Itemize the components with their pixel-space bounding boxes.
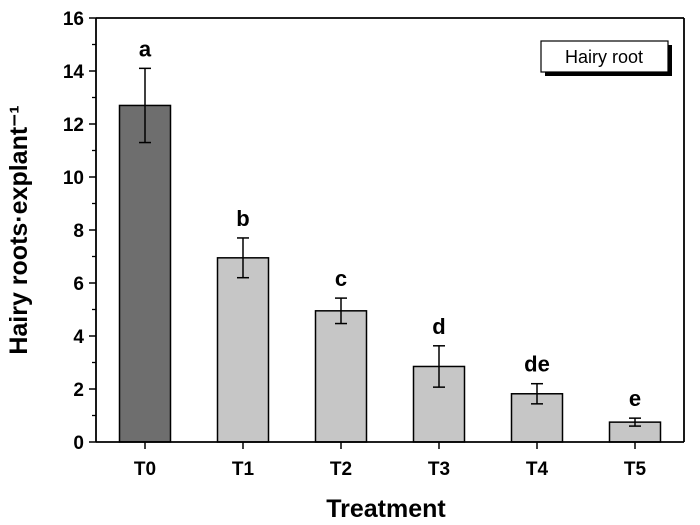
significance-label-t1: b [236,206,249,231]
y-tick-label-12: 12 [63,115,84,136]
bar-t1 [216,257,270,443]
significance-label-t3: d [432,314,445,339]
error-bar-t4 [531,382,543,405]
error-bar-t1 [237,237,249,279]
error-bar-t0 [139,67,151,144]
bar-t2 [314,310,368,443]
y-axis-label: Hairy roots·explant⁻¹ [5,105,33,354]
axes-layer [89,17,685,449]
significance-label-t4: de [524,352,550,377]
legend-label: Hairy root [565,47,643,67]
y-tick-label-0: 0 [73,433,84,454]
y-tick-label-6: 6 [73,274,84,295]
y-tick-label-4: 4 [73,327,84,348]
x-tick-label-t5: T5 [624,459,647,480]
x-tick-label-t2: T2 [330,459,352,480]
y-tick-label-16: 16 [63,9,84,30]
error-bars-layer [139,67,641,427]
significance-label-t5: e [629,386,641,411]
bar-t0 [118,104,172,443]
y-tick-label-14: 14 [63,62,85,83]
y-tick-label-2: 2 [73,380,84,401]
tick-labels-layer: T0 T1 T2 T3 T4 T5 0 2 4 6 8 10 12 14 16 [63,9,647,480]
significance-labels-layer: a b c d de e [139,36,641,411]
bars-layer [118,104,662,443]
significance-label-t2: c [335,266,347,291]
significance-label-t0: a [139,36,152,61]
error-bar-t2 [335,297,347,325]
x-tick-label-t1: T1 [232,459,255,480]
x-axis-label: Treatment [326,495,446,523]
x-tick-label-t3: T3 [428,459,450,480]
x-tick-label-t4: T4 [526,459,549,480]
error-bar-t3 [433,345,445,388]
legend-box [540,40,669,73]
legend: Hairy root [540,40,672,76]
y-tick-label-8: 8 [73,221,84,242]
error-bar-t5 [629,417,641,427]
y-tick-label-10: 10 [63,168,84,189]
x-tick-label-t0: T0 [134,459,156,480]
